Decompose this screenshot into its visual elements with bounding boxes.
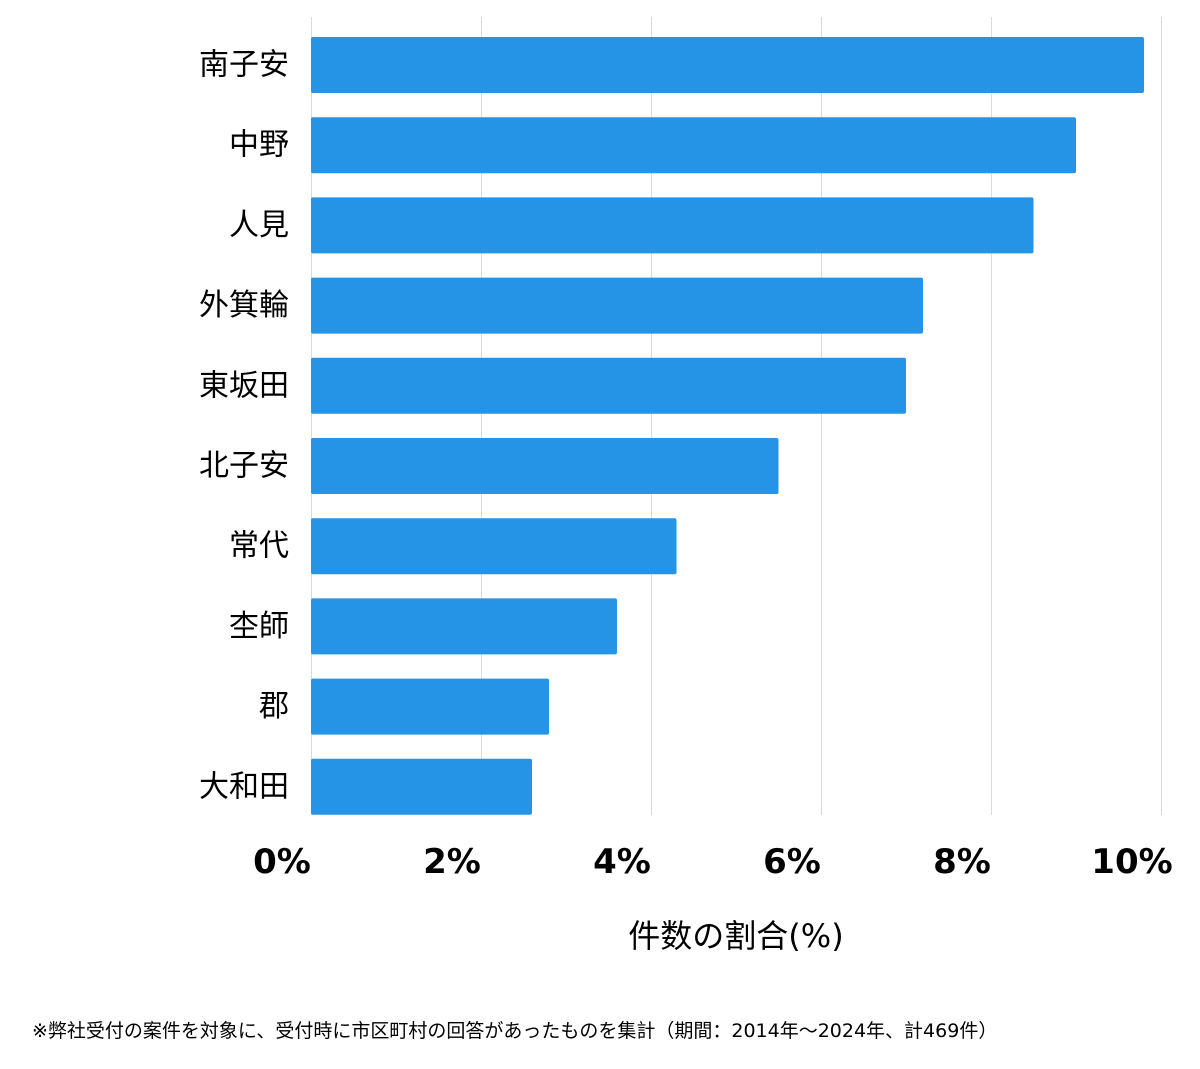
category-label-1: 中野 <box>229 128 289 163</box>
x-tick-label-1: 2% <box>423 842 481 882</box>
bar-1 <box>311 117 1076 174</box>
bar-2 <box>311 197 1034 254</box>
category-label-2: 人見 <box>229 208 289 243</box>
category-label-0: 南子安 <box>199 48 289 83</box>
category-label-8: 郡 <box>259 689 289 724</box>
x-tick-labels: 0% 2% 4% 6% 8% 10% <box>253 842 1173 882</box>
footnote: ※弊社受付の案件を対象に、受付時に市区町村の回答があったものを集計（期間：201… <box>32 1020 998 1042</box>
x-tick-label-2: 4% <box>593 842 651 882</box>
bar-6 <box>311 518 677 575</box>
bar-3 <box>311 277 923 334</box>
x-tick-label-4: 8% <box>933 842 991 882</box>
bar-9 <box>311 758 532 815</box>
x-axis-title: 件数の割合(%) <box>628 917 843 955</box>
x-tick-label-3: 6% <box>763 842 821 882</box>
category-label-7: 杢師 <box>229 609 289 644</box>
category-label-4: 東坂田 <box>199 368 289 403</box>
x-tick-label-5: 10% <box>1091 842 1172 882</box>
bar-4 <box>311 357 906 414</box>
category-label-9: 大和田 <box>199 769 289 804</box>
bar-8 <box>311 678 549 735</box>
bars <box>311 37 1144 815</box>
category-label-6: 常代 <box>229 529 289 564</box>
category-label-3: 外箕輪 <box>199 288 289 323</box>
bar-5 <box>311 438 779 494</box>
x-tick-label-0: 0% <box>253 842 311 882</box>
bar-0 <box>311 37 1144 93</box>
category-label-5: 北子安 <box>199 449 289 484</box>
bar-7 <box>311 598 617 655</box>
